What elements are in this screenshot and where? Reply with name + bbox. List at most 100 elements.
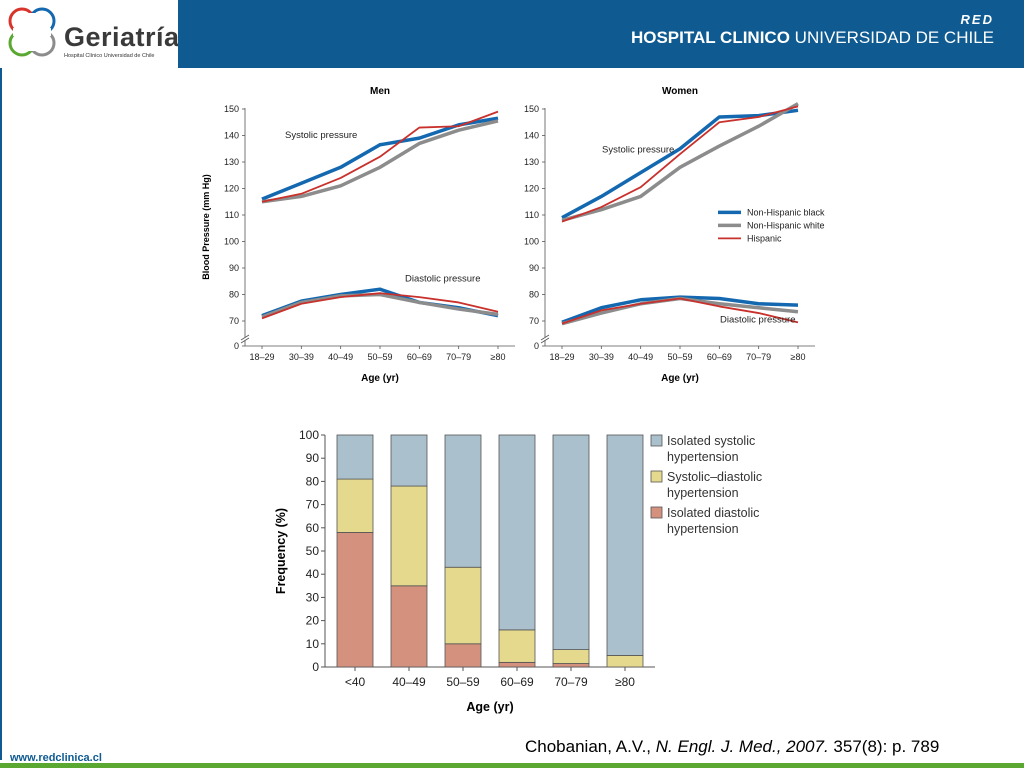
x-tick-label: 40–49 xyxy=(392,675,426,689)
x-tick-label: ≥80 xyxy=(615,675,635,689)
bar-segment-systolic-diastolic-hypertension-40-49 xyxy=(390,485,428,587)
bar-segment-isolated-systolic-hypertension-60-69 xyxy=(498,434,536,631)
x-tick-label: 18–29 xyxy=(249,352,274,362)
axis-break xyxy=(240,334,250,341)
x-tick-label: 18–29 xyxy=(549,352,574,362)
x-tick-label: 60–69 xyxy=(500,675,534,689)
legend-item-non-hispanic-black: Non-Hispanic black xyxy=(718,207,825,217)
footer-bar xyxy=(0,763,1024,768)
x-axis-label: Age (yr) xyxy=(661,373,699,384)
legend-swatch xyxy=(650,506,663,519)
blood-pressure-line-charts: Men 0 70 80 90 100 110 120 130 140 150 18–29 30–39 40… xyxy=(201,86,825,384)
citation: Chobanian, A.V., N. Engl. J. Med., 2007.… xyxy=(525,737,939,757)
y-tick-label: 100 xyxy=(299,428,319,442)
hospital-name-rest: UNIVERSIDAD DE CHILE xyxy=(794,28,994,47)
bar-segment-isolated-systolic-hypertension-40-49 xyxy=(390,434,428,487)
y-tick-label: 80 xyxy=(306,474,320,488)
annotation-systolic: Systolic pressure xyxy=(602,145,674,156)
x-tick-label: 70–79 xyxy=(446,352,471,362)
legend-label: hypertension xyxy=(667,450,739,464)
y-tick-label: 100 xyxy=(224,237,239,247)
red-label: RED xyxy=(960,12,994,27)
y-tick-label: 40 xyxy=(306,567,320,581)
series-line-hispanic-diastolic xyxy=(261,292,499,320)
citation-authors: Chobanian, A.V., xyxy=(525,737,652,756)
geriatria-logo[interactable]: Geriatría Hospital Clínico Universidad d… xyxy=(0,0,180,68)
y-tick-label: 30 xyxy=(306,590,320,604)
x-tick-label: 70–79 xyxy=(554,675,588,689)
y-tick-label: 0 xyxy=(312,660,319,674)
line-panel-men: Men 0 70 80 90 100 110 120 130 140 150 18–29 30–39 40… xyxy=(201,86,515,384)
x-axis-label: Age (yr) xyxy=(361,373,399,384)
left-rule xyxy=(0,68,2,760)
bar-segment-isolated-diastolic-hypertension-60-69 xyxy=(498,661,536,668)
x-tick-label: 60–69 xyxy=(407,352,432,362)
cross-logo-icon xyxy=(8,7,56,57)
series-line-non-hispanic-black-systolic xyxy=(261,116,499,201)
bar-segment-systolic-diastolic-hypertension-60-69 xyxy=(498,629,536,663)
bar-segment-isolated-diastolic-hypertension-50-59 xyxy=(444,643,482,668)
y-tick-label: 70 xyxy=(229,316,239,326)
series-line-non-hispanic-white-systolic xyxy=(261,119,499,204)
axis-break xyxy=(540,334,550,341)
bar-segment-isolated-diastolic-hypertension-40 xyxy=(336,532,374,668)
y-tick-label: 10 xyxy=(306,637,320,651)
y-tick-label: 60 xyxy=(306,521,320,535)
y-tick-label: 140 xyxy=(224,131,239,141)
axis-break xyxy=(240,337,250,344)
legend-label: Systolic–diastolic xyxy=(667,470,762,484)
bar-segment-isolated-systolic-hypertension-70-79 xyxy=(552,434,590,651)
y-tick-label: 120 xyxy=(524,184,539,194)
bar-segment-isolated-systolic-hypertension-40 xyxy=(336,434,374,480)
annotation-diastolic: Diastolic pressure xyxy=(720,314,796,325)
annotation-diastolic: Diastolic pressure xyxy=(405,273,481,284)
legend-label: hypertension xyxy=(667,522,739,536)
y-tick-label: 0 xyxy=(534,341,539,351)
x-tick-label: 60–69 xyxy=(707,352,732,362)
legend-label: Non-Hispanic black xyxy=(747,207,825,217)
x-tick-label: 40–49 xyxy=(328,352,353,362)
series-line-hispanic-systolic xyxy=(561,105,799,223)
bar-segment-isolated-systolic-hypertension-80 xyxy=(606,434,644,656)
y-tick-label: 0 xyxy=(234,341,239,351)
y-tick-label: 80 xyxy=(229,290,239,300)
logo-subtitle: Hospital Clínico Universidad de Chile xyxy=(64,53,155,59)
citation-ref: 357(8): p. 789 xyxy=(833,737,940,756)
series-line-non-hispanic-white-systolic xyxy=(561,102,799,222)
bar-segment-isolated-diastolic-hypertension-40-49 xyxy=(390,585,428,668)
x-tick-label: 30–39 xyxy=(289,352,314,362)
header-banner: Geriatría Hospital Clínico Universidad d… xyxy=(0,0,1024,68)
legend-item-isolated-diastolic-hypertension: Isolated diastolic hypertension xyxy=(650,506,759,536)
hospital-name: HOSPITAL CLINICO UNIVERSIDAD DE CHILE xyxy=(631,28,994,48)
panel-title: Women xyxy=(662,86,698,97)
series-line-non-hispanic-white-diastolic xyxy=(261,292,499,319)
legend-label: hypertension xyxy=(667,486,739,500)
legend-label: Isolated systolic xyxy=(667,434,755,448)
y-tick-label: 70 xyxy=(529,316,539,326)
y-tick-label: 130 xyxy=(524,157,539,167)
legend-label: Non-Hispanic white xyxy=(747,220,825,230)
logo-text: Geriatría xyxy=(64,22,180,52)
header-band: RED HOSPITAL CLINICO UNIVERSIDAD DE CHIL… xyxy=(178,0,1024,68)
y-tick-label: 150 xyxy=(224,104,239,114)
legend-label: Hispanic xyxy=(747,233,782,243)
legend-swatch xyxy=(650,470,663,483)
y-tick-label: 110 xyxy=(525,210,539,220)
y-tick-label: 90 xyxy=(229,263,239,273)
legend-item-isolated-systolic-hypertension: Isolated systolic hypertension xyxy=(650,434,755,464)
series-line-hispanic-diastolic xyxy=(561,297,799,325)
bar-segment-isolated-diastolic-hypertension-70-79 xyxy=(552,663,590,668)
footer-url[interactable]: www.redclinica.cl xyxy=(10,752,102,764)
hospital-name-bold: HOSPITAL CLINICO xyxy=(630,28,790,47)
y-tick-label: 50 xyxy=(306,544,320,558)
y-tick-label: 150 xyxy=(524,104,539,114)
y-tick-label: 110 xyxy=(225,210,239,220)
series-line-non-hispanic-black-systolic xyxy=(561,108,799,220)
y-tick-label: 90 xyxy=(306,451,320,465)
bar-segment-systolic-diastolic-hypertension-50-59 xyxy=(444,566,482,645)
x-tick-label: 70–79 xyxy=(746,352,771,362)
x-tick-label: 50–59 xyxy=(367,352,392,362)
bar-segment-systolic-diastolic-hypertension-40 xyxy=(336,478,374,533)
x-axis-label: Age (yr) xyxy=(466,700,513,714)
y-tick-label: 90 xyxy=(529,263,539,273)
